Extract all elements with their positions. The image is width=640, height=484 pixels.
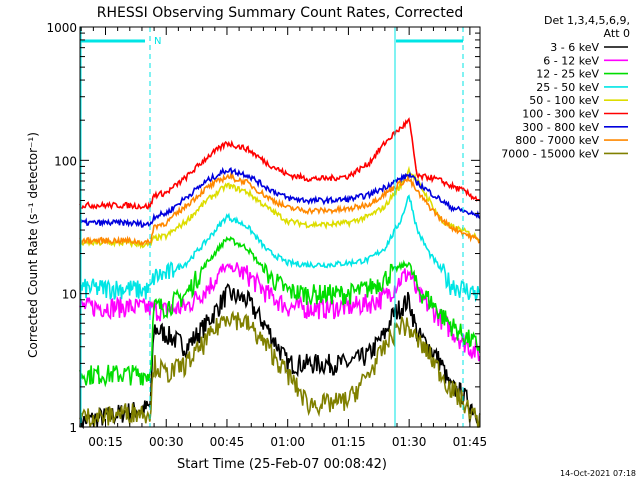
series-line-7: [79, 172, 481, 247]
legend-label-1: 6 - 12 keV: [543, 54, 599, 67]
x-tick-label-4: 01:15: [331, 435, 366, 449]
y-tick-label-0: 1: [69, 421, 77, 435]
legend-label-6: 300 - 800 keV: [522, 121, 599, 134]
chart-title: RHESSI Observing Summary Count Rates, Co…: [97, 5, 463, 21]
series-line-1: [79, 262, 481, 362]
legend-label-8: 7000 - 15000 keV: [501, 147, 599, 160]
series-line-3: [79, 194, 481, 303]
plot-frame: [79, 26, 481, 428]
series-line-0: [79, 283, 481, 430]
legend-label-7: 800 - 7000 keV: [515, 134, 599, 147]
legend-header-line-1: Det 1,3,4,5,6,9,: [544, 14, 630, 27]
legend-label-5: 100 - 300 keV: [522, 108, 599, 121]
x-tick-label-3: 01:00: [270, 435, 305, 449]
series-line-2: [79, 235, 481, 388]
legend-header-line-2: Att 0: [604, 27, 630, 40]
x-tick-label-0: 00:15: [88, 435, 123, 449]
x-tick-label-1: 00:30: [149, 435, 184, 449]
series-line-6: [79, 166, 481, 228]
series-line-5: [79, 117, 481, 210]
legend-label-0: 3 - 6 keV: [550, 41, 599, 54]
annotation-night: N: [154, 36, 161, 47]
series-line-8: [79, 310, 481, 428]
x-tick-label-5: 01:30: [392, 435, 427, 449]
legend-label-2: 12 - 25 keV: [536, 68, 599, 81]
y-tick-label-3: 1000: [46, 21, 77, 35]
x-tick-label-6: 01:45: [453, 435, 488, 449]
x-tick-label-2: 00:45: [210, 435, 245, 449]
y-tick-label-1: 10: [62, 288, 77, 302]
legend-label-3: 25 - 50 keV: [536, 81, 599, 94]
y-axis-label: Corrected Count Rate (s⁻¹ detector⁻¹): [26, 132, 40, 358]
legend-label-4: 50 - 100 keV: [529, 94, 599, 107]
y-tick-label-2: 100: [54, 154, 77, 168]
x-axis-label: Start Time (25-Feb-07 00:08:42): [177, 457, 387, 472]
timestamp: 14-Oct-2021 07:18: [560, 469, 636, 478]
